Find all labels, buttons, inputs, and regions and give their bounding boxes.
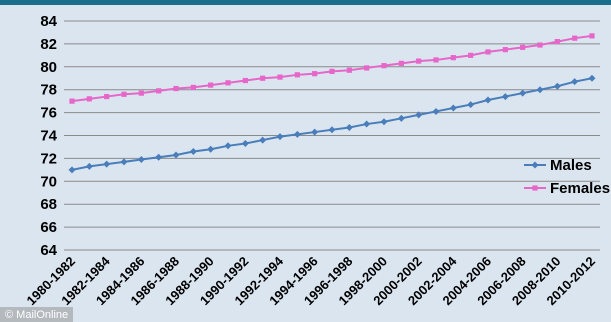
y-tick-label: 76	[40, 105, 57, 122]
y-tick-label: 68	[40, 196, 57, 213]
y-tick-label: 82	[40, 36, 57, 53]
data-point	[416, 58, 422, 64]
data-point	[329, 68, 335, 74]
top-band	[0, 0, 611, 5]
data-point	[572, 35, 578, 41]
data-point	[242, 77, 248, 84]
data-point	[501, 93, 509, 101]
data-point	[241, 140, 249, 148]
y-tick-label: 72	[40, 150, 57, 167]
data-point	[364, 65, 370, 71]
y-tick-label: 70	[40, 173, 57, 190]
y-tick-label: 84	[40, 13, 57, 30]
data-point	[85, 162, 93, 170]
data-point	[537, 42, 543, 48]
data-point	[190, 84, 196, 91]
data-point	[225, 80, 231, 86]
legend-label-females: Females	[550, 180, 610, 197]
data-point	[103, 160, 111, 168]
data-point	[104, 93, 110, 100]
series-line-females	[71, 34, 593, 103]
y-tick-label: 78	[40, 82, 57, 99]
watermark: © MailOnline	[0, 307, 74, 322]
data-point	[449, 104, 457, 112]
data-point	[260, 75, 266, 81]
data-point	[432, 107, 440, 115]
data-point	[224, 142, 232, 150]
y-tick-label: 80	[40, 59, 57, 76]
data-point	[173, 85, 179, 92]
data-point	[189, 148, 197, 156]
data-point	[293, 130, 301, 138]
data-point	[468, 52, 474, 58]
data-point	[156, 88, 162, 94]
data-point	[86, 96, 92, 102]
data-point	[138, 90, 144, 96]
data-point	[380, 118, 388, 126]
data-point	[311, 128, 319, 136]
data-point	[121, 91, 127, 97]
data-point	[467, 101, 475, 109]
y-tick-label: 64	[40, 242, 57, 259]
data-point	[277, 74, 283, 80]
data-point	[68, 166, 76, 174]
legend-marker	[531, 161, 539, 169]
y-tick-label: 74	[40, 128, 57, 145]
data-point	[571, 78, 579, 86]
data-point	[554, 39, 560, 45]
data-point	[69, 98, 75, 104]
data-point	[328, 126, 336, 134]
data-point	[536, 86, 544, 94]
data-point	[259, 136, 267, 144]
data-point	[363, 120, 371, 128]
legend-label-males: Males	[550, 157, 592, 174]
data-point	[433, 57, 439, 63]
data-point	[398, 60, 404, 66]
data-point	[276, 133, 284, 141]
legend-marker	[532, 185, 538, 191]
data-point	[415, 111, 423, 119]
data-point	[172, 151, 180, 159]
data-point	[588, 74, 596, 82]
data-point	[485, 49, 491, 55]
data-point	[207, 145, 215, 153]
data-point	[120, 158, 128, 166]
data-point	[346, 67, 352, 73]
data-point	[589, 33, 595, 39]
data-point	[397, 114, 405, 122]
data-point	[137, 156, 145, 164]
data-point	[450, 55, 456, 61]
data-point	[520, 44, 526, 50]
data-point	[294, 72, 300, 78]
data-point	[345, 123, 353, 131]
data-point	[381, 63, 387, 69]
data-point	[553, 82, 561, 90]
y-tick-label: 66	[40, 219, 57, 236]
data-point	[519, 89, 527, 97]
data-point	[484, 96, 492, 104]
data-point	[502, 47, 508, 53]
data-point	[312, 71, 318, 77]
data-point	[155, 153, 163, 161]
data-point	[208, 82, 214, 88]
